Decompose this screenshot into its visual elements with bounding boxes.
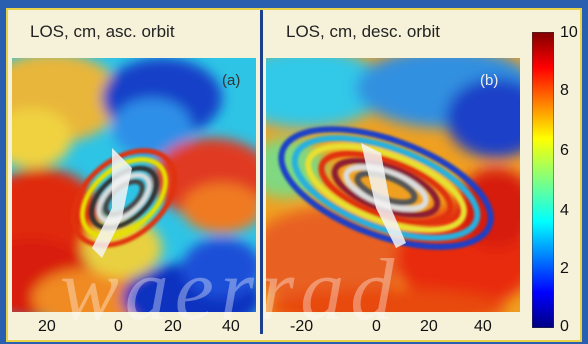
colorbar: [532, 32, 554, 328]
panel-b-plot: [266, 58, 520, 312]
colorbar-tick: 2: [560, 260, 569, 277]
panel-a-x-tick: 0: [114, 318, 123, 335]
colorbar-tick: 4: [560, 202, 569, 219]
panel-a-x-tick: 20: [38, 318, 56, 335]
panel-divider: [260, 10, 263, 334]
panel-a-x-tick: 40: [222, 318, 240, 335]
panel-b-x-tick: 20: [420, 318, 438, 335]
panel-a-title: LOS, cm, asc. orbit: [30, 22, 175, 41]
panel-b-label: (b): [480, 72, 499, 89]
panel-b-title: LOS, cm, desc. orbit: [286, 22, 440, 41]
colorbar-tick: 0: [560, 318, 569, 335]
panel-b-x-tick: 40: [474, 318, 492, 335]
panel-b-x-tick: 0: [372, 318, 381, 335]
colorbar-ticks: 10 8 6 4 2 0: [560, 24, 588, 344]
panel-a-x-tick: 20: [164, 318, 182, 335]
panel-a-label: (a): [222, 72, 241, 89]
colorbar-tick: 6: [560, 142, 569, 159]
panel-a-plot: [12, 58, 256, 312]
panel-b-x-tick: -20: [290, 318, 314, 335]
colorbar-tick: 8: [560, 82, 569, 99]
colorbar-tick: 10: [560, 24, 578, 41]
